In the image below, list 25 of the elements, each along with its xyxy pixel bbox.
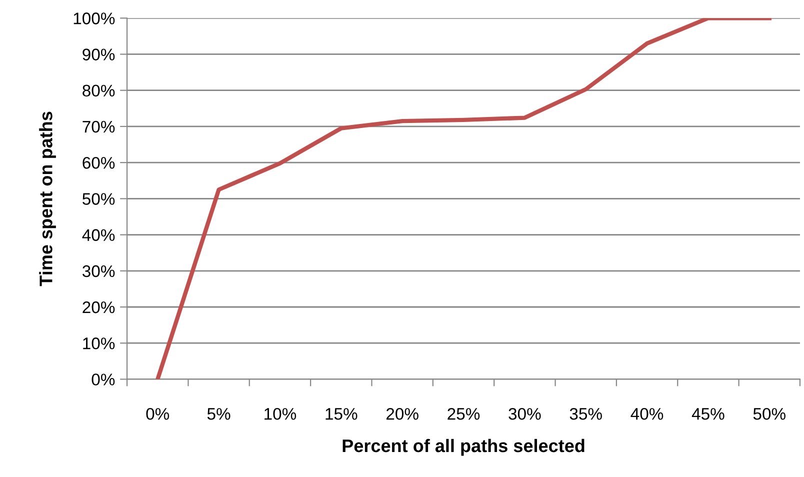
x-tick-label: 0% bbox=[146, 408, 170, 420]
x-axis-title: Percent of all paths selected bbox=[342, 438, 584, 456]
x-tick-label: 35% bbox=[570, 408, 602, 420]
y-axis-title: Time spent on paths bbox=[39, 112, 56, 286]
x-tick-label: 30% bbox=[508, 408, 541, 420]
x-tick-label: 5% bbox=[207, 408, 230, 420]
x-tick-label: 45% bbox=[692, 408, 724, 420]
x-tick-label: 50% bbox=[753, 408, 786, 420]
x-tick-label: 25% bbox=[448, 408, 480, 420]
x-tick-label: 15% bbox=[326, 408, 358, 420]
x-tick-label: 40% bbox=[630, 408, 664, 420]
y-tick-label: 80% bbox=[82, 84, 115, 97]
y-tick-label: 20% bbox=[82, 301, 115, 314]
y-tick-label: 40% bbox=[82, 229, 115, 241]
x-tick-label: 10% bbox=[264, 408, 296, 420]
x-tick-label: 20% bbox=[386, 408, 418, 420]
y-tick-label: 30% bbox=[82, 265, 115, 278]
y-tick-label: 50% bbox=[82, 193, 115, 205]
line-series bbox=[156, 18, 772, 380]
y-tick-label: 0% bbox=[92, 374, 115, 386]
y-tick-label: 70% bbox=[82, 120, 115, 133]
y-tick-label: 100% bbox=[74, 12, 115, 24]
y-tick-label: 90% bbox=[82, 48, 115, 60]
y-tick-label: 60% bbox=[82, 156, 115, 169]
y-tick-label: 10% bbox=[83, 338, 115, 350]
